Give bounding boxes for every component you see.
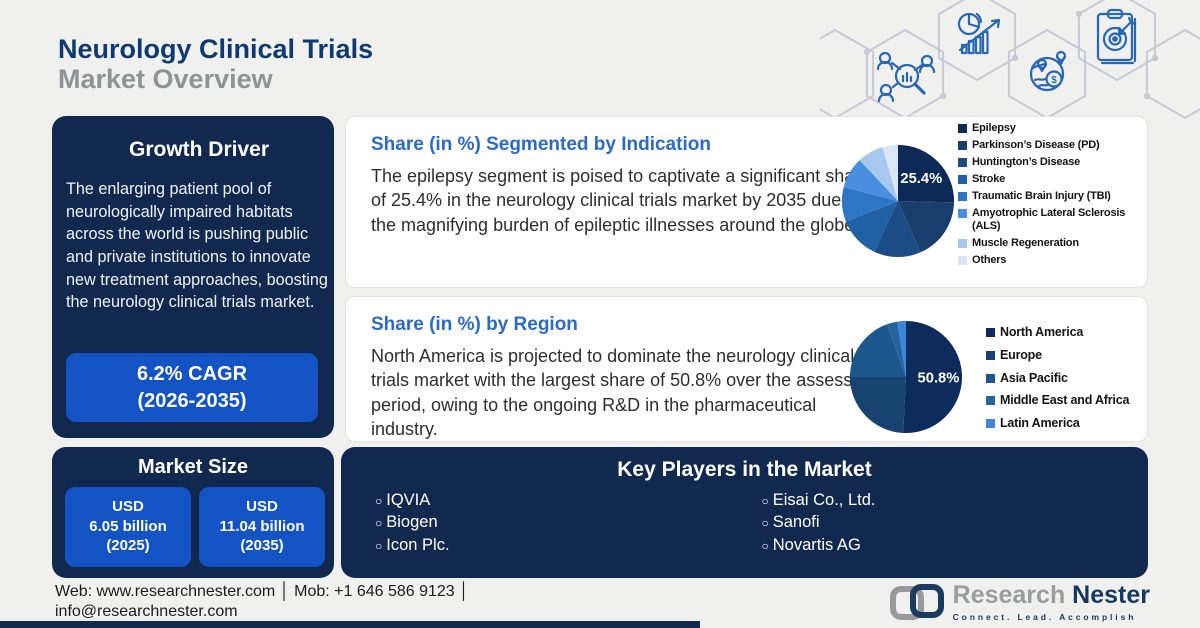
key-player-item: ○ IQVIA <box>375 491 431 509</box>
growth-driver-card: Growth Driver The enlarging patient pool… <box>52 116 334 438</box>
region-share-panel: Share (in %) by Region North America is … <box>345 296 1148 442</box>
market-analytics-icon <box>957 12 1001 55</box>
market-size-2035-badge: USD 11.04 billion (2035) <box>199 487 325 567</box>
logo-mark-icon <box>889 584 944 620</box>
region-panel-title: Share (in %) by Region <box>371 314 578 335</box>
cagr-value: 6.2% CAGR <box>136 363 248 386</box>
key-players-card: Key Players in the Market ○ IQVIA ○ Biogen ○… <box>341 447 1148 578</box>
key-player-item: ○ Icon Plc. <box>375 535 450 554</box>
key-player-item: ○ Sanofi <box>761 513 820 532</box>
hexagon-pattern-background: $ <box>820 0 1200 120</box>
legend-item: North America <box>986 325 1161 340</box>
bullet-icon: ○ <box>761 494 769 508</box>
legend-item: Middle East and Africa <box>986 393 1161 408</box>
key-players-title: Key Players in the Market <box>617 458 872 481</box>
logo-name: Research Nester <box>952 581 1150 609</box>
page-title: Neurology Clinical Trials <box>58 34 374 64</box>
legend-swatch <box>958 238 967 248</box>
indication-panel-title: Share (in %) Segmented by Indication <box>371 134 711 155</box>
legend-swatch <box>958 192 967 202</box>
legend-item: Stroke <box>958 173 1148 185</box>
legend-swatch <box>958 209 967 219</box>
legend-item: Parkinson’s Disease (PD) <box>958 139 1148 151</box>
legend-item: Amyotrophic Lateral Sclerosis (ALS) <box>958 207 1148 232</box>
market-size-title: Market Size <box>137 456 249 478</box>
svg-text:25.4%: 25.4% <box>900 171 942 187</box>
legend-item: Traumatic Brain Injury (TBI) <box>958 190 1148 202</box>
legend-swatch <box>958 124 967 133</box>
footer-contact: Web: www.researchnester.com │ Mob: +1 64… <box>55 582 469 621</box>
indication-share-panel: Share (in %) Segmented by Indication The… <box>345 116 1148 288</box>
region-pie-chart: 50.8% <box>847 318 965 441</box>
page-header: Neurology Clinical Trials Market Overvie… <box>58 34 373 94</box>
logo-tagline: Connect. Lead. Accomplish <box>952 612 1137 622</box>
legend-item: Europe <box>986 348 1161 363</box>
page-subtitle: Market Overview <box>58 64 273 95</box>
legend-swatch <box>958 141 967 151</box>
bottom-accent-bar <box>0 621 700 628</box>
legend-swatch <box>986 396 995 406</box>
svg-text:50.8%: 50.8% <box>918 371 960 387</box>
bullet-icon: ○ <box>375 494 383 508</box>
legend-swatch <box>986 419 995 428</box>
legend-item: Epilepsy <box>958 122 1148 134</box>
bullet-icon: ○ <box>761 516 769 531</box>
indication-panel-body: The epilepsy segment is poised to captiv… <box>371 166 871 235</box>
target-clipboard-icon <box>1096 8 1137 65</box>
research-nester-logo: Research Nester Connect. Lead. Accomplis… <box>889 583 1150 623</box>
legend-swatch <box>958 255 967 265</box>
global-market-icon: $ <box>1029 50 1067 92</box>
key-player-item: ○ Novartis AG <box>761 535 861 554</box>
legend-item: Latin America <box>986 416 1161 431</box>
legend-item: Others <box>958 254 1148 266</box>
footer-web-mobile: Web: www.researchnester.com │ Mob: +1 64… <box>55 583 470 600</box>
legend-item: Huntington’s Disease <box>958 156 1148 168</box>
legend-swatch <box>986 328 995 337</box>
bullet-icon: ○ <box>375 516 383 531</box>
growth-driver-body: The enlarging patient pool of neurologic… <box>66 180 328 312</box>
legend-swatch <box>986 350 995 360</box>
svg-text:$: $ <box>1051 75 1057 86</box>
audience-search-icon <box>876 51 936 103</box>
footer-email: info@researchnester.com <box>55 602 238 620</box>
indication-pie-chart: 25.4% <box>839 142 957 265</box>
market-size-2025-badge: USD 6.05 billion (2025) <box>65 487 191 567</box>
cagr-badge: 6.2% CAGR (2026-2035) <box>66 353 318 422</box>
legend-item: Asia Pacific <box>986 371 1161 386</box>
key-player-item: ○ Eisai Co., Ltd. <box>761 491 876 509</box>
cagr-period: (2026-2035) <box>137 389 247 412</box>
region-legend: North America Europe Asia Pacific Middle Ea… <box>986 325 1161 440</box>
market-size-card: Market Size USD 6.05 billion (2025) USD … <box>52 447 334 578</box>
key-players-left-column: ○ IQVIA ○ Biogen ○ Icon Plc. <box>375 489 762 556</box>
legend-swatch <box>958 175 967 185</box>
growth-driver-title: Growth Driver <box>128 138 270 161</box>
legend-item: Muscle Regeneration <box>958 237 1148 249</box>
legend-swatch <box>958 158 967 168</box>
legend-swatch <box>986 373 995 383</box>
region-panel-body: North America is projected to dominate t… <box>371 346 873 440</box>
key-player-item: ○ Biogen <box>375 513 438 532</box>
key-players-right-column: ○ Eisai Co., Ltd. ○ Sanofi ○ Novartis AG <box>762 489 1149 556</box>
bullet-icon: ○ <box>375 538 383 553</box>
indication-legend: Epilepsy Parkinson’s Disease (PD) Huntingt… <box>958 122 1148 271</box>
bullet-icon: ○ <box>761 538 769 553</box>
